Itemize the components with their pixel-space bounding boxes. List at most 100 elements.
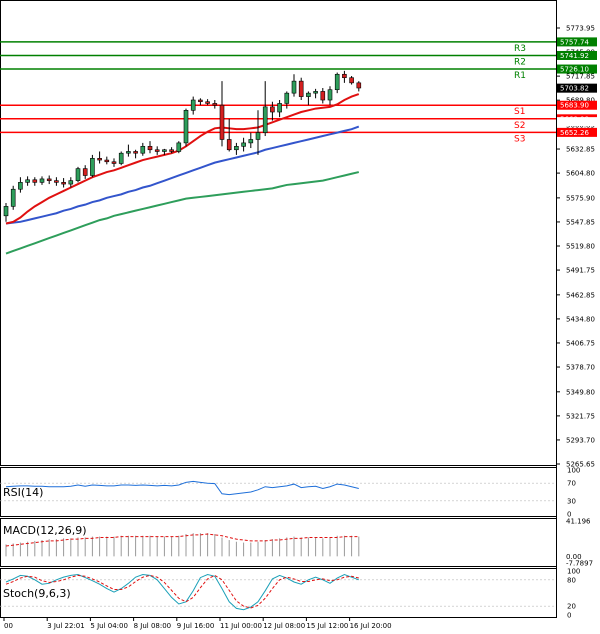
- rsi-label: RSI(14): [3, 486, 43, 499]
- macd-signal-line: [5, 533, 359, 547]
- level-tag-s1-box: [557, 100, 597, 110]
- candle-down: [342, 73, 347, 79]
- candle-down: [32, 179, 38, 183]
- level-tag-r3-label: 5757.74: [560, 38, 589, 46]
- candle-down: [169, 149, 174, 152]
- candle-down: [104, 159, 110, 163]
- ma-fast-line: [5, 93, 360, 225]
- price-tick-label: 5717.85: [566, 73, 595, 81]
- rsi-line: [5, 480, 359, 496]
- rsi-tick-label: 30: [567, 497, 576, 505]
- candle-down: [97, 158, 102, 161]
- time-tick-label: 15 Jul 12:00: [306, 622, 348, 630]
- price-tick-label: 5378.70: [566, 364, 595, 372]
- candle-up: [284, 92, 290, 104]
- candle-down: [212, 103, 218, 106]
- rsi-tick-label: 70: [567, 480, 576, 488]
- candle-down: [198, 99, 203, 103]
- candle-up: [306, 92, 311, 97]
- rsi-tick-label: 0: [567, 511, 571, 519]
- candle-up: [176, 142, 182, 152]
- level-name-s3: S3: [514, 134, 525, 144]
- candlesticks: [3, 70, 362, 222]
- stoch-tick-label: 20: [567, 603, 576, 611]
- candle-down: [54, 180, 59, 183]
- price-tick-label: 5462.85: [566, 291, 595, 299]
- stoch-tick-label: 0: [567, 612, 571, 620]
- price-tick-label: 5632.85: [566, 146, 595, 154]
- candle-up: [241, 142, 246, 147]
- level-tag-s3-label: 5652.26: [560, 129, 589, 137]
- price-tick-label: 5349.80: [566, 388, 595, 396]
- price-tick-label: 5519.80: [566, 243, 595, 251]
- macd-label: MACD(12,26,9): [3, 524, 87, 537]
- candle-down: [61, 182, 66, 185]
- candle-up: [248, 139, 254, 144]
- price-tick-label: 5321.75: [566, 412, 595, 420]
- price-tick-label: 5406.75: [566, 339, 595, 347]
- price-tick-label: 5575.90: [566, 194, 595, 202]
- ma-slow-line: [5, 171, 360, 255]
- price-tick-label: 5689.80: [566, 97, 595, 105]
- level-name-s2: S2: [514, 121, 525, 131]
- price-tick-label: 5434.80: [566, 315, 595, 323]
- rsi-tick-label: 100: [567, 467, 580, 475]
- price-tick-label: 5491.75: [566, 267, 595, 275]
- candle-down: [349, 77, 354, 84]
- candle-up: [313, 91, 318, 94]
- candle-down: [111, 161, 117, 164]
- candle-down: [270, 106, 275, 113]
- time-tick-label: 16 Jul 20:00: [350, 622, 392, 630]
- stoch-d-line: [5, 574, 359, 609]
- candle-up: [3, 206, 9, 217]
- price-tick-label: 5265.65: [566, 461, 595, 469]
- candle-down: [46, 178, 52, 181]
- time-tick-label: 12 Jul 08:00: [263, 622, 305, 630]
- candle-down: [133, 151, 138, 154]
- candle-up: [75, 168, 81, 181]
- level-name-r2: R2: [514, 57, 526, 67]
- candle-up: [68, 180, 74, 185]
- candle-up: [118, 152, 124, 164]
- price-tick-label: 5773.95: [566, 25, 595, 33]
- level-tag-r2-box: [557, 50, 597, 60]
- stoch-label: Stoch(9,6,3): [3, 587, 71, 600]
- candle-up: [234, 146, 239, 151]
- candle-up: [327, 89, 333, 101]
- candle-up: [25, 179, 30, 183]
- candle-up: [183, 110, 189, 144]
- time-tick-label: 9 Jul 16:00: [177, 622, 215, 630]
- macd-panel: 41.196 0.00-7.7897: [5, 518, 593, 568]
- candle-down: [320, 91, 326, 101]
- stoch-tick-label: 80: [567, 576, 576, 584]
- level-tag-r1-label: 5726.10: [560, 66, 589, 74]
- time-tick-label: 8 Jul 08:00: [134, 622, 172, 630]
- level-tag-s3-box: [557, 127, 597, 137]
- rsi-panel: 100 70 30 0: [0, 467, 580, 519]
- level-tag-r1-box: [557, 64, 597, 74]
- candle-down: [219, 104, 225, 140]
- candle-up: [255, 132, 261, 140]
- candle-down: [82, 168, 88, 176]
- level-name-r3: R3: [514, 44, 526, 54]
- level-name-r1: R1: [514, 71, 526, 81]
- macd-tick-label: 41.196: [566, 518, 591, 526]
- macd-tick-label: 0.00: [566, 553, 582, 561]
- candle-down: [205, 101, 210, 104]
- current-price-tag-label: 5703.82: [560, 85, 589, 93]
- candle-up: [162, 149, 167, 152]
- time-tick-label: 11 Jul 00:00: [220, 622, 262, 630]
- time-tick-label: 5 Jul 04:00: [90, 622, 128, 630]
- candle-up: [90, 158, 95, 176]
- price-tick-label: 5547.85: [566, 218, 595, 226]
- candle-up: [18, 182, 23, 190]
- candle-up: [291, 80, 297, 94]
- candle-up: [334, 73, 340, 91]
- candle-up: [39, 178, 45, 183]
- price-tags: 5757.745741.925726.105683.905668.085652.…: [557, 37, 597, 137]
- moving-averages: [5, 93, 360, 255]
- time-tick-label: 00: [4, 622, 13, 630]
- candle-up: [140, 146, 146, 154]
